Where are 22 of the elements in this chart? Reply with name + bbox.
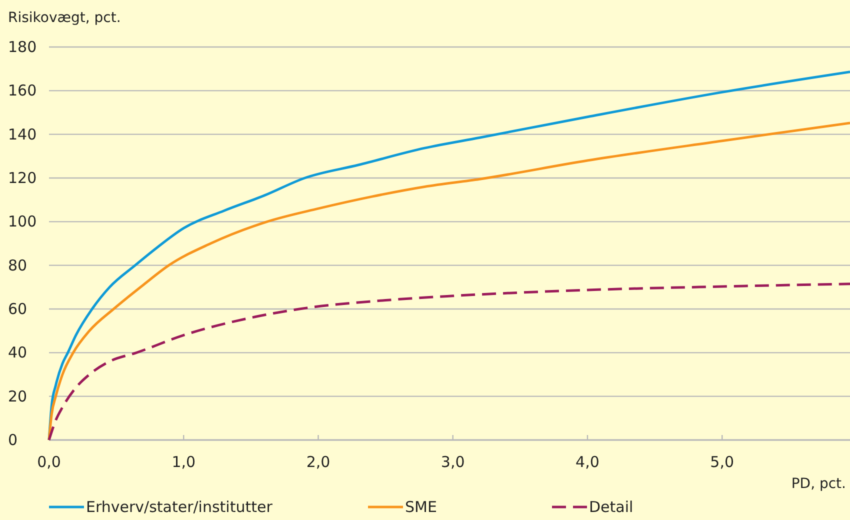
y-tick-label: 160 [8, 82, 37, 100]
x-tick-label: 1,0 [172, 453, 196, 471]
x-tick-label: 2,0 [306, 453, 330, 471]
legend-label: Detail [589, 498, 634, 516]
legend-label: Erhverv/stater/institutter [86, 498, 274, 516]
x-tick-label: 4,0 [576, 453, 600, 471]
y-tick-label: 120 [8, 169, 37, 187]
x-tick-label: 0,0 [37, 453, 61, 471]
y-tick-label: 20 [8, 387, 28, 406]
y-tick-label: 100 [8, 212, 37, 231]
legend-label: SME [405, 498, 437, 516]
y-tick-label: 0 [8, 431, 18, 449]
x-tick-label: 3,0 [440, 453, 465, 471]
y-tick-label: 180 [8, 38, 37, 56]
y-tick-label: 60 [8, 300, 28, 318]
y-tick-label: 80 [8, 256, 28, 274]
x-tick-label: 5,0 [710, 453, 734, 471]
y-tick-label: 140 [8, 125, 37, 144]
y-axis-title: Risikovægt, pct. [8, 10, 121, 26]
x-axis-title: PD, pct. [791, 476, 846, 492]
line-series [48, 282, 850, 442]
y-tick-label: 40 [8, 344, 28, 362]
